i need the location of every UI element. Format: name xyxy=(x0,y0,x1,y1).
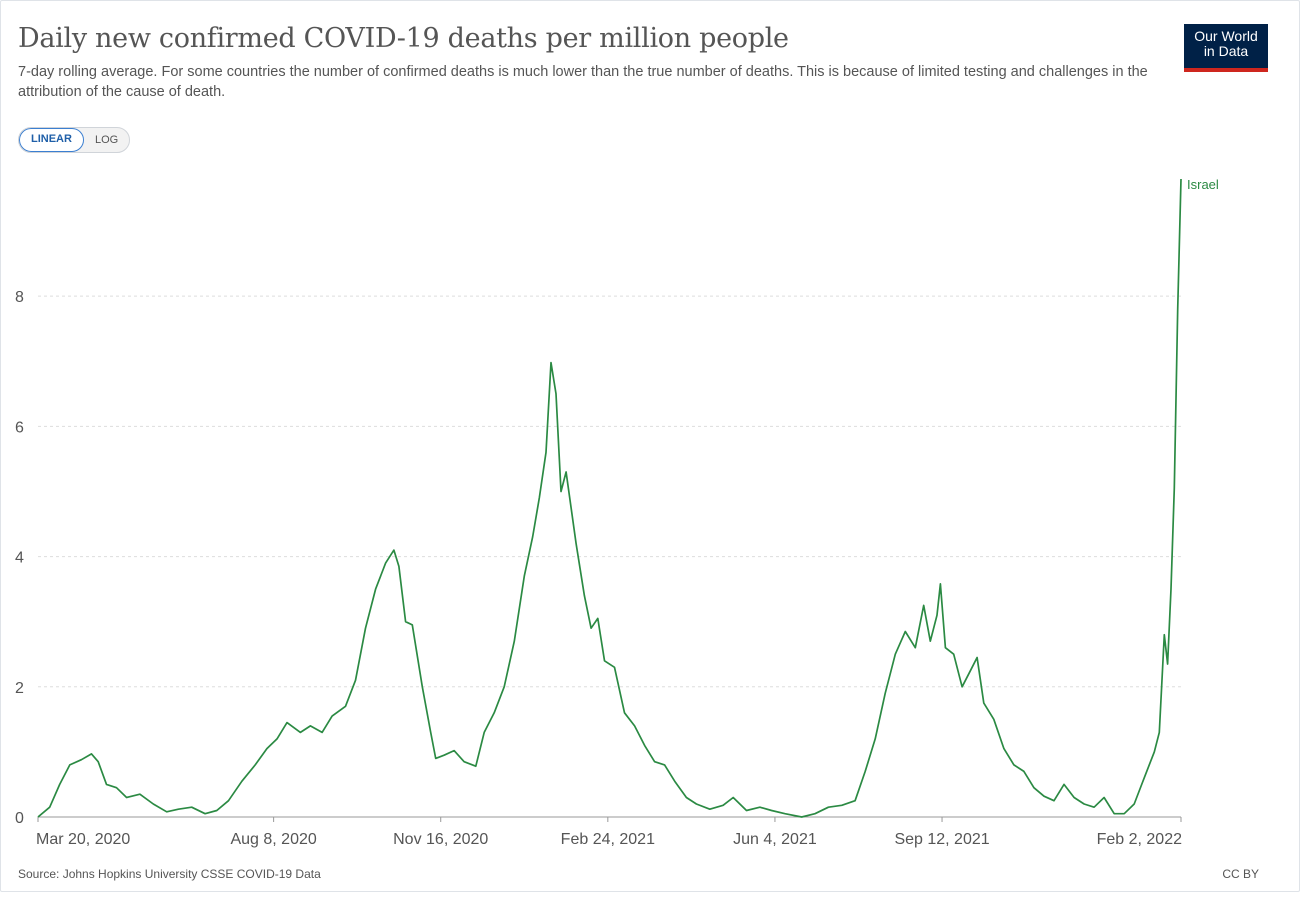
y-tick-label: 8 xyxy=(15,289,24,306)
logo-line-2: in Data xyxy=(1203,43,1249,59)
x-tick-label: Mar 20, 2020 xyxy=(36,831,130,848)
y-tick-label: 6 xyxy=(15,419,24,436)
x-tick-label: Sep 12, 2021 xyxy=(894,831,989,848)
y-tick-label: 2 xyxy=(15,680,24,697)
y-tick-label: 4 xyxy=(15,550,24,567)
source-note: Source: Johns Hopkins University CSSE CO… xyxy=(18,867,321,881)
scale-toggle: LINEAR LOG xyxy=(18,127,131,153)
x-tick-label: Nov 16, 2020 xyxy=(393,831,488,848)
line-chart: 0 2 4 6 8 Mar 20, 2020 Aug 8, 2020 Nov 16, 2020… xyxy=(15,177,1219,848)
logo-line-1: Our World xyxy=(1194,28,1258,44)
log-scale-button[interactable]: LOG xyxy=(94,134,119,146)
series-layer: Israel xyxy=(37,177,1219,818)
axis-layer: 0 2 4 6 8 Mar 20, 2020 Aug 8, 2020 Nov 16, 2020… xyxy=(15,289,1182,848)
license-link[interactable]: CC BY xyxy=(1222,867,1259,881)
x-tick-label: Feb 2, 2022 xyxy=(1097,831,1183,848)
chart-title: Daily new confirmed COVID-19 deaths per … xyxy=(18,23,789,54)
linear-scale-button[interactable]: LINEAR xyxy=(19,128,84,152)
series-label-israel: Israel xyxy=(1187,177,1219,192)
x-tick-label: Aug 8, 2020 xyxy=(230,831,316,848)
owid-logo[interactable]: Our World in Data xyxy=(1184,24,1268,72)
x-tick-label: Jun 4, 2021 xyxy=(733,831,817,848)
chart-subtitle: 7-day rolling average. For some countrie… xyxy=(18,64,1148,100)
series-line-israel xyxy=(37,178,1182,818)
x-tick-label: Feb 24, 2021 xyxy=(561,831,655,848)
y-tick-label: 0 xyxy=(15,810,24,827)
grid-layer xyxy=(38,295,1181,688)
